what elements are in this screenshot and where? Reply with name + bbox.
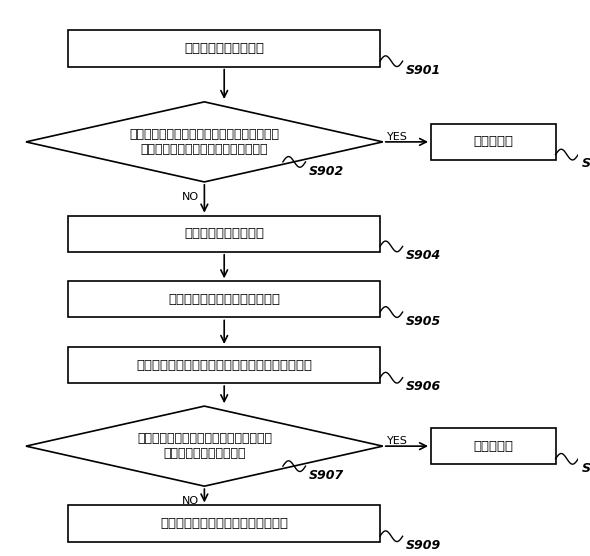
Text: 采集实时室内环境温度: 采集实时室内环境温度 — [184, 227, 264, 240]
Text: YES: YES — [387, 436, 408, 446]
Text: 采集空调房间内的人体体表温度: 采集空调房间内的人体体表温度 — [168, 293, 280, 306]
FancyBboxPatch shape — [431, 428, 556, 464]
Text: S901: S901 — [406, 64, 441, 77]
Text: S902: S902 — [309, 165, 344, 177]
Text: 切换为模式设定信号对应的运行模式: 切换为模式设定信号对应的运行模式 — [160, 517, 288, 530]
Text: 不执行动作: 不执行动作 — [473, 136, 513, 148]
FancyBboxPatch shape — [68, 31, 380, 67]
Text: 计算人体体表温度和实时室内环境温度之间的差值: 计算人体体表温度和实时室内环境温度之间的差值 — [136, 359, 312, 371]
FancyBboxPatch shape — [431, 124, 556, 160]
Text: S908: S908 — [582, 461, 590, 474]
Text: 判定实时室外环境温度是否满足所述第一运行
模式对应的设定室外环境温度设定条件: 判定实时室外环境温度是否满足所述第一运行 模式对应的设定室外环境温度设定条件 — [129, 128, 280, 156]
Text: S903: S903 — [582, 157, 590, 170]
Text: 采集实时室外环境温度: 采集实时室外环境温度 — [184, 42, 264, 55]
Text: S906: S906 — [406, 380, 441, 394]
Text: NO: NO — [182, 496, 199, 506]
Text: S904: S904 — [406, 249, 441, 262]
Polygon shape — [26, 102, 383, 182]
Text: S907: S907 — [309, 469, 344, 482]
FancyBboxPatch shape — [68, 281, 380, 317]
Text: YES: YES — [387, 132, 408, 142]
Text: NO: NO — [182, 191, 199, 201]
FancyBboxPatch shape — [68, 216, 380, 252]
Text: 判定所述差值是否满足所述第一运行模式
对应的体表温差设定条件: 判定所述差值是否满足所述第一运行模式 对应的体表温差设定条件 — [137, 432, 272, 460]
FancyBboxPatch shape — [68, 505, 380, 542]
FancyBboxPatch shape — [68, 347, 380, 383]
Text: S905: S905 — [406, 315, 441, 327]
Text: S909: S909 — [406, 539, 441, 552]
Text: 不执行动作: 不执行动作 — [473, 440, 513, 453]
Polygon shape — [26, 406, 383, 486]
